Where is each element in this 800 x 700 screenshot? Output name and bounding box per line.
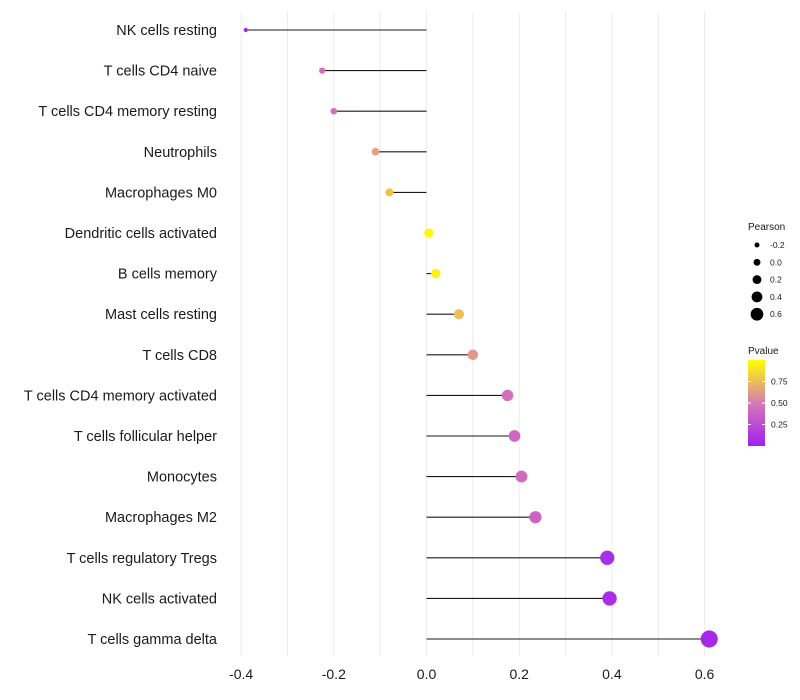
color-legend-label: 0.50 xyxy=(771,398,788,408)
category-label: T cells gamma delta xyxy=(88,632,218,648)
size-legend-key xyxy=(750,307,764,321)
lollipop-point xyxy=(467,349,479,361)
x-tick-label: 0.2 xyxy=(509,666,529,682)
size-legend-label: 0.4 xyxy=(770,292,782,302)
size-legend-label: 0.0 xyxy=(770,257,782,267)
x-axis-tick-labels: -0.4 -0.2 0.0 0.2 0.4 0.6 xyxy=(229,666,715,682)
category-label: Macrophages M0 xyxy=(105,185,217,201)
size-legend-key xyxy=(754,242,760,248)
size-legend-title: Pearson xyxy=(748,222,785,233)
lollipop-point xyxy=(431,268,441,279)
category-label: Monocytes xyxy=(147,470,217,486)
lollipop-point xyxy=(385,188,394,197)
category-label: T cells CD8 xyxy=(142,348,217,364)
size-legend-label: 0.6 xyxy=(770,309,782,319)
lollipop-point xyxy=(453,309,464,320)
category-label: T cells follicular helper xyxy=(74,429,217,445)
lollipop-point xyxy=(529,511,542,524)
size-legend-key xyxy=(751,291,763,303)
category-label: NK cells activated xyxy=(102,591,217,607)
grid-lines xyxy=(240,12,706,656)
category-label: Dendritic cells activated xyxy=(65,226,217,242)
category-label: T cells CD4 naive xyxy=(104,64,217,80)
y-axis-labels: NK cells resting T cells CD4 naive T cells… xyxy=(24,23,218,648)
pvalue-colorbar xyxy=(748,360,765,446)
category-label: B cells memory xyxy=(118,267,218,283)
size-legend-key xyxy=(752,275,762,285)
category-label: Macrophages M2 xyxy=(105,510,217,526)
category-label: T cells CD4 memory activated xyxy=(24,388,217,404)
lollipop-point xyxy=(508,430,521,442)
x-tick-label: -0.4 xyxy=(229,666,253,682)
size-legend-label: -0.2 xyxy=(770,240,785,250)
x-tick-label: 0.4 xyxy=(602,666,622,682)
lollipop-point xyxy=(330,107,338,115)
category-label: Mast cells resting xyxy=(105,307,217,323)
size-legend-label: 0.2 xyxy=(770,275,782,285)
color-legend-label: 0.75 xyxy=(771,377,788,387)
lollipop-point xyxy=(600,550,615,565)
lollipop-point xyxy=(319,67,326,74)
color-legend-title: Pvalue xyxy=(748,346,779,357)
pearson-size-legend: Pearson -0.2 0.0 0.2 0.4 0.6 xyxy=(748,222,785,321)
lollipop-point xyxy=(243,27,248,33)
x-tick-label: 0.0 xyxy=(417,666,437,682)
category-label: NK cells resting xyxy=(116,23,217,39)
x-tick-label: -0.2 xyxy=(322,666,346,682)
pvalue-color-legend: Pvalue 0.25 0.50 0.75 xyxy=(748,346,788,446)
lollipop-point xyxy=(371,147,380,156)
color-legend-label: 0.25 xyxy=(771,420,788,430)
size-legend-key xyxy=(753,258,761,266)
category-label: Neutrophils xyxy=(144,145,217,161)
lollipop-stems xyxy=(245,29,710,640)
lollipop-point xyxy=(700,630,718,648)
lollipop-point xyxy=(602,591,617,606)
category-label: T cells CD4 memory resting xyxy=(38,104,217,120)
category-label: T cells regulatory Tregs xyxy=(67,551,217,567)
lollipop-point xyxy=(515,470,528,483)
lollipop-points xyxy=(243,27,718,648)
x-tick-label: 0.6 xyxy=(695,666,715,682)
lollipop-point xyxy=(501,389,514,402)
lollipop-point xyxy=(424,228,434,238)
